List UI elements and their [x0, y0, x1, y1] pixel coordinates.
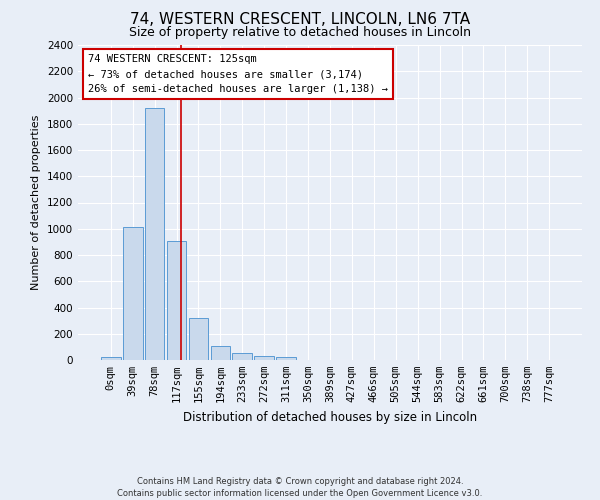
X-axis label: Distribution of detached houses by size in Lincoln: Distribution of detached houses by size … [183, 410, 477, 424]
Bar [276, 356, 296, 360]
Bar [167, 240, 187, 360]
Text: 74 WESTERN CRESCENT: 125sqm
← 73% of detached houses are smaller (3,174)
26% of : 74 WESTERN CRESCENT: 125sqm ← 73% of det… [88, 54, 388, 94]
Bar [123, 228, 143, 360]
Bar [188, 318, 208, 360]
Text: 74, WESTERN CRESCENT, LINCOLN, LN6 7TA: 74, WESTERN CRESCENT, LINCOLN, LN6 7TA [130, 12, 470, 28]
Text: Contains HM Land Registry data © Crown copyright and database right 2024.
Contai: Contains HM Land Registry data © Crown c… [118, 476, 482, 498]
Bar [254, 356, 274, 360]
Bar [101, 358, 121, 360]
Bar [211, 346, 230, 360]
Bar [232, 354, 252, 360]
Y-axis label: Number of detached properties: Number of detached properties [31, 115, 41, 290]
Text: Size of property relative to detached houses in Lincoln: Size of property relative to detached ho… [129, 26, 471, 39]
Bar [145, 108, 164, 360]
